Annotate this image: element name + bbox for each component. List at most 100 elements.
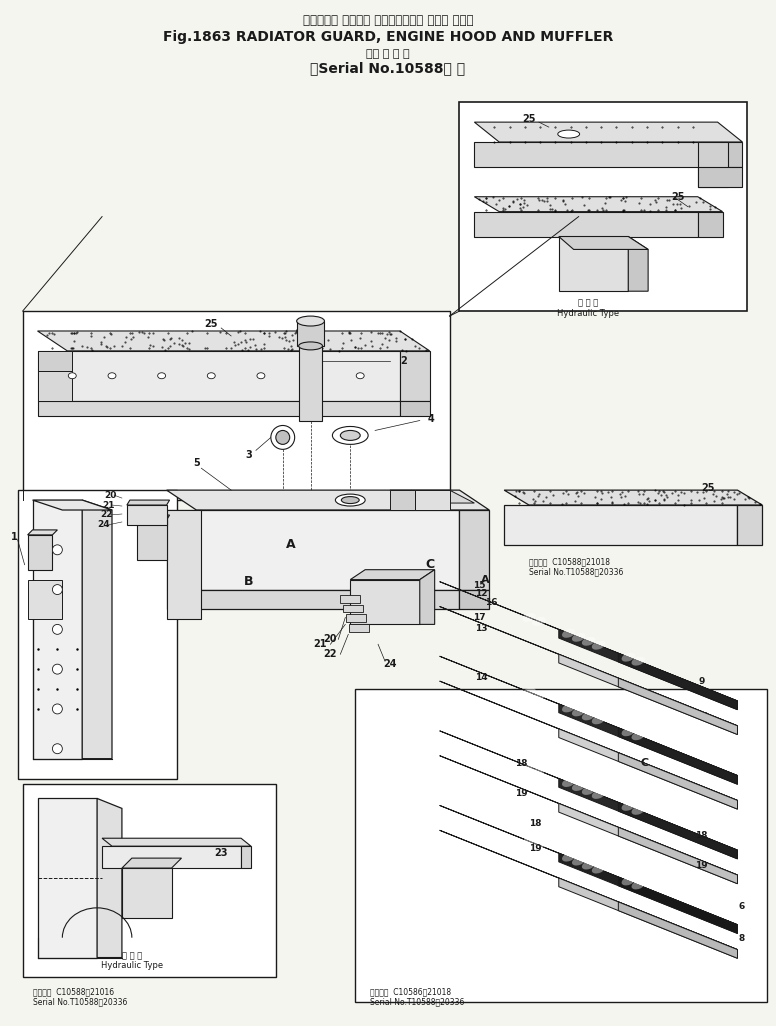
Polygon shape [28,580,62,620]
Text: 20: 20 [324,634,337,644]
Point [704,200,716,216]
Point [697,193,709,209]
Point [651,484,663,501]
Point [487,189,499,205]
Point [165,330,177,347]
Text: Serial No.T10588～20336: Serial No.T10588～20336 [33,997,127,1007]
Point [619,193,632,209]
Text: Fig.1863 RADIATOR GUARD, ENGINE HOOD AND MUFFLER: Fig.1863 RADIATOR GUARD, ENGINE HOOD AND… [163,30,613,43]
Point [728,484,740,501]
Point [535,192,548,208]
Point [141,328,154,345]
Point [636,486,649,503]
Polygon shape [559,854,737,934]
Point [654,486,667,503]
Polygon shape [559,237,648,249]
Polygon shape [559,878,737,958]
Point [157,331,169,348]
Point [671,492,684,509]
Polygon shape [698,167,743,187]
Ellipse shape [332,427,368,444]
Point [532,192,545,208]
Point [239,332,251,349]
Text: 7: 7 [722,920,729,930]
Point [546,201,558,218]
Point [709,199,722,215]
Point [617,190,629,206]
Point [183,334,196,351]
Ellipse shape [582,861,595,869]
Point [76,338,88,354]
Ellipse shape [622,727,635,737]
Point [234,334,247,351]
Point [707,486,719,503]
Point [324,341,337,357]
Point [507,193,519,209]
Text: 19: 19 [695,861,708,870]
Polygon shape [82,500,112,758]
Point [557,485,570,502]
Polygon shape [420,569,435,625]
Polygon shape [33,500,112,510]
Point [691,194,703,210]
Point [304,323,317,340]
Point [137,325,150,342]
Circle shape [275,431,289,444]
Point [280,323,293,340]
Point [176,339,189,355]
Point [86,342,99,358]
Ellipse shape [532,617,546,626]
Point [286,341,299,357]
Ellipse shape [68,372,76,379]
Point [379,330,392,347]
Polygon shape [122,868,171,918]
Point [98,329,110,346]
Point [509,487,521,504]
Point [292,334,304,351]
Circle shape [53,585,62,594]
Point [715,489,728,506]
Point [677,497,690,513]
Polygon shape [23,784,275,978]
Polygon shape [474,211,698,237]
Point [510,483,522,500]
Point [282,341,294,357]
Polygon shape [618,753,737,810]
Point [120,328,133,345]
Text: ラジエータ ガード， エンジンフード および マフラ: ラジエータ ガード， エンジンフード および マフラ [303,14,473,27]
Point [178,336,191,352]
Point [615,484,628,501]
Text: Serial No.T10588～20336: Serial No.T10588～20336 [529,567,623,577]
Point [250,341,262,357]
Circle shape [53,545,62,555]
Point [172,330,185,347]
Point [596,485,608,502]
Point [511,191,523,207]
Point [632,483,645,500]
Point [263,324,275,341]
Polygon shape [618,902,737,958]
Point [685,492,698,509]
Point [147,338,159,354]
Point [507,193,519,209]
Point [255,323,267,340]
Polygon shape [127,505,167,525]
Point [710,487,722,504]
Point [390,330,403,347]
Polygon shape [346,615,366,623]
Ellipse shape [562,704,575,712]
Point [43,324,56,341]
Point [557,192,570,208]
Point [739,491,751,508]
Text: 適用号後  C10586～21018: 適用号後 C10586～21018 [370,987,452,996]
Point [159,342,171,358]
Point [527,490,539,507]
Point [660,488,673,505]
Point [503,198,515,214]
Ellipse shape [632,806,645,815]
Point [513,200,525,216]
Point [236,342,248,358]
Polygon shape [459,510,490,590]
Point [656,482,669,499]
Point [572,487,584,504]
